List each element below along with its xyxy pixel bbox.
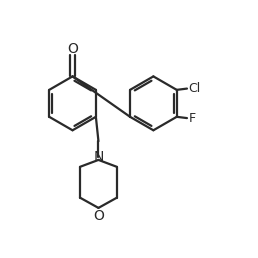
- Text: O: O: [93, 209, 104, 223]
- Text: N: N: [93, 150, 104, 164]
- Text: Cl: Cl: [188, 82, 200, 95]
- Text: F: F: [188, 112, 195, 125]
- Text: O: O: [67, 42, 78, 56]
